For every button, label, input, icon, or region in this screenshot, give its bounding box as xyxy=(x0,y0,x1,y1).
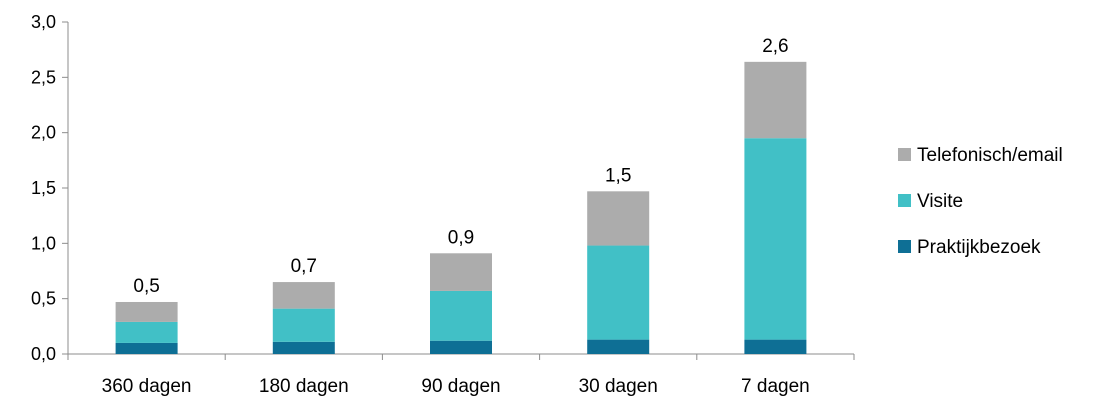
x-category-label: 180 dagen xyxy=(259,376,349,397)
x-category-label: 30 dagen xyxy=(579,376,658,397)
legend-label: Telefonisch/email xyxy=(917,145,1063,166)
axes: 0,0 0,5 1,0 1,5 2,0 2,5 3,0 xyxy=(31,12,855,364)
bar-segment-praktijkbezoek xyxy=(587,339,650,354)
bar-segment-visite xyxy=(115,321,178,343)
legend: Telefonisch/email Visite Praktijkbezoek xyxy=(898,145,1063,258)
bar-segment-visite xyxy=(430,290,492,341)
bar-segment-visite xyxy=(272,308,335,342)
bar-segment-praktijkbezoek xyxy=(272,341,335,354)
data-labels: 0,5 360 dagen 0,7 180 dagen 0,9 90 dagen 1,5 30… xyxy=(102,36,810,397)
total-data-label: 0,9 xyxy=(448,227,474,248)
bars xyxy=(115,61,807,354)
total-data-label: 1,5 xyxy=(605,165,631,186)
y-tick-label: 3,0 xyxy=(31,12,56,32)
bar-segment-praktijkbezoek xyxy=(430,340,492,354)
bar-segment-visite xyxy=(744,138,807,340)
legend-swatch xyxy=(898,194,911,207)
total-data-label: 2,6 xyxy=(762,36,788,57)
bar-segment-praktijkbezoek xyxy=(744,339,807,354)
total-data-label: 0,5 xyxy=(133,276,159,297)
bar-segment-telefonisch-email xyxy=(430,253,492,291)
y-tick-label: 1,0 xyxy=(31,233,56,253)
legend-swatch xyxy=(898,148,911,161)
bar-segment-visite xyxy=(587,245,650,340)
bar-segment-telefonisch-email xyxy=(272,282,335,309)
y-tick-label: 1,5 xyxy=(31,178,56,198)
y-tick-label: 0,0 xyxy=(31,344,56,364)
bar-segment-praktijkbezoek xyxy=(115,342,178,354)
y-tick-label: 2,0 xyxy=(31,123,56,143)
total-data-label: 0,7 xyxy=(291,256,317,277)
bar-segment-telefonisch-email xyxy=(587,191,650,246)
y-tick-label: 2,5 xyxy=(31,67,56,87)
bar-segment-telefonisch-email xyxy=(744,61,807,139)
legend-label: Praktijkbezoek xyxy=(917,237,1041,258)
x-category-label: 90 dagen xyxy=(421,376,500,397)
x-category-label: 360 dagen xyxy=(102,376,192,397)
y-tick-label: 0,5 xyxy=(31,289,56,309)
x-category-label: 7 dagen xyxy=(741,376,810,397)
legend-swatch xyxy=(898,240,911,253)
bar-segment-telefonisch-email xyxy=(115,301,178,322)
legend-label: Visite xyxy=(917,191,963,212)
